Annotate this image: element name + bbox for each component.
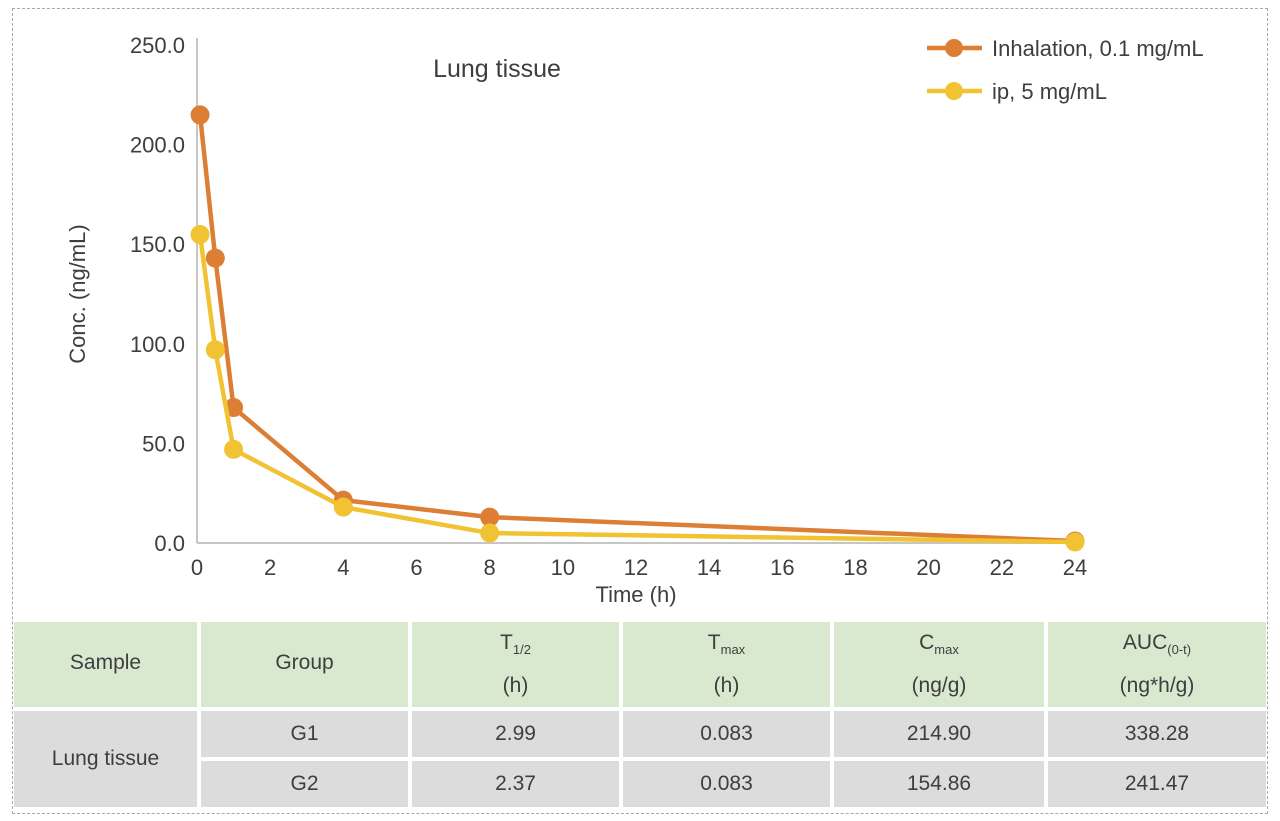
concentration-time-chart: 0.0 50.0 100.0 150.0 200.0 250.0 0 2 4 6 8 10 12 14 16… — [65, 33, 1204, 607]
y-axis-title: Conc. (ng/mL) — [65, 224, 90, 363]
header-unit: (ng/g) — [911, 673, 967, 697]
table-cell-cmax-g1: 214.90 — [834, 711, 1044, 757]
x-tick-label: 8 — [484, 555, 496, 580]
table-cell-auc-g2: 241.47 — [1048, 761, 1266, 807]
header-label: AUC(0-t) — [1122, 631, 1192, 658]
data-point-1 — [480, 523, 500, 543]
y-tick-label: 50.0 — [142, 431, 185, 456]
table-cell-cmax-g2: 154.86 — [834, 761, 1044, 807]
data-point-1 — [224, 439, 244, 459]
x-tick-label: 24 — [1063, 555, 1087, 580]
y-tick-label: 150.0 — [130, 232, 185, 257]
x-tick-label: 12 — [624, 555, 648, 580]
y-tick-label: 0.0 — [154, 531, 185, 556]
table-header-sample: Sample — [14, 622, 197, 707]
series-line-1 — [197, 232, 1078, 545]
header-unit: (h) — [502, 673, 529, 697]
data-point-1 — [190, 225, 210, 245]
data-point-1 — [333, 497, 353, 517]
series-line-0 — [197, 112, 1078, 544]
legend-marker-icon — [945, 82, 963, 100]
legend-marker-icon — [945, 39, 963, 57]
x-tick-label: 18 — [843, 555, 867, 580]
table-header-auc: AUC(0-t) (ng*h/g) — [1048, 622, 1266, 707]
data-point-1 — [205, 340, 225, 360]
legend-label: ip, 5 mg/mL — [992, 79, 1107, 104]
x-tick-label: 16 — [770, 555, 794, 580]
header-label: T1/2 — [500, 631, 531, 658]
x-tick-label: 10 — [551, 555, 575, 580]
y-tick-label: 100.0 — [130, 332, 185, 357]
header-label: Group — [275, 651, 334, 675]
table-header-t-half: T1/2 (h) — [412, 622, 619, 707]
header-label: Sample — [69, 651, 142, 675]
table-header-c-max: Cmax (ng/g) — [834, 622, 1044, 707]
data-point-1 — [1065, 532, 1085, 552]
data-point-0 — [190, 105, 210, 125]
table-cell-thalf-g1: 2.99 — [412, 711, 619, 757]
table-cell-sample: Lung tissue — [14, 711, 197, 807]
table-cell-group-g1: G1 — [201, 711, 408, 757]
x-axis-title: Time (h) — [595, 582, 676, 607]
data-point-0 — [480, 507, 500, 527]
table-cell-tmax-g1: 0.083 — [623, 711, 830, 757]
x-tick-label: 2 — [264, 555, 276, 580]
table-cell-group-g2: G2 — [201, 761, 408, 807]
x-tick-label: 6 — [410, 555, 422, 580]
table-header-group: Group — [201, 622, 408, 707]
header-label: Tmax — [707, 631, 746, 658]
header-label: Cmax — [919, 631, 959, 658]
table-cell-auc-g1: 338.28 — [1048, 711, 1266, 757]
header-unit: (ng*h/g) — [1119, 673, 1195, 697]
pk-parameters-table: Sample Group T1/2 (h) Tmax (h) Cmax (ng/… — [14, 622, 1266, 807]
chart-title: Lung tissue — [433, 55, 561, 83]
table-cell-thalf-g2: 2.37 — [412, 761, 619, 807]
table-header-t-max: Tmax (h) — [623, 622, 830, 707]
y-tick-label: 250.0 — [130, 33, 185, 58]
header-unit: (h) — [713, 673, 740, 697]
x-tick-label: 0 — [191, 555, 203, 580]
x-tick-label: 4 — [337, 555, 349, 580]
x-tick-label: 14 — [697, 555, 721, 580]
x-tick-label: 22 — [990, 555, 1014, 580]
x-tick-label: 20 — [916, 555, 940, 580]
legend-label: Inhalation, 0.1 mg/mL — [992, 36, 1204, 61]
table-cell-tmax-g2: 0.083 — [623, 761, 830, 807]
data-point-0 — [205, 248, 225, 268]
y-tick-label: 200.0 — [130, 133, 185, 158]
